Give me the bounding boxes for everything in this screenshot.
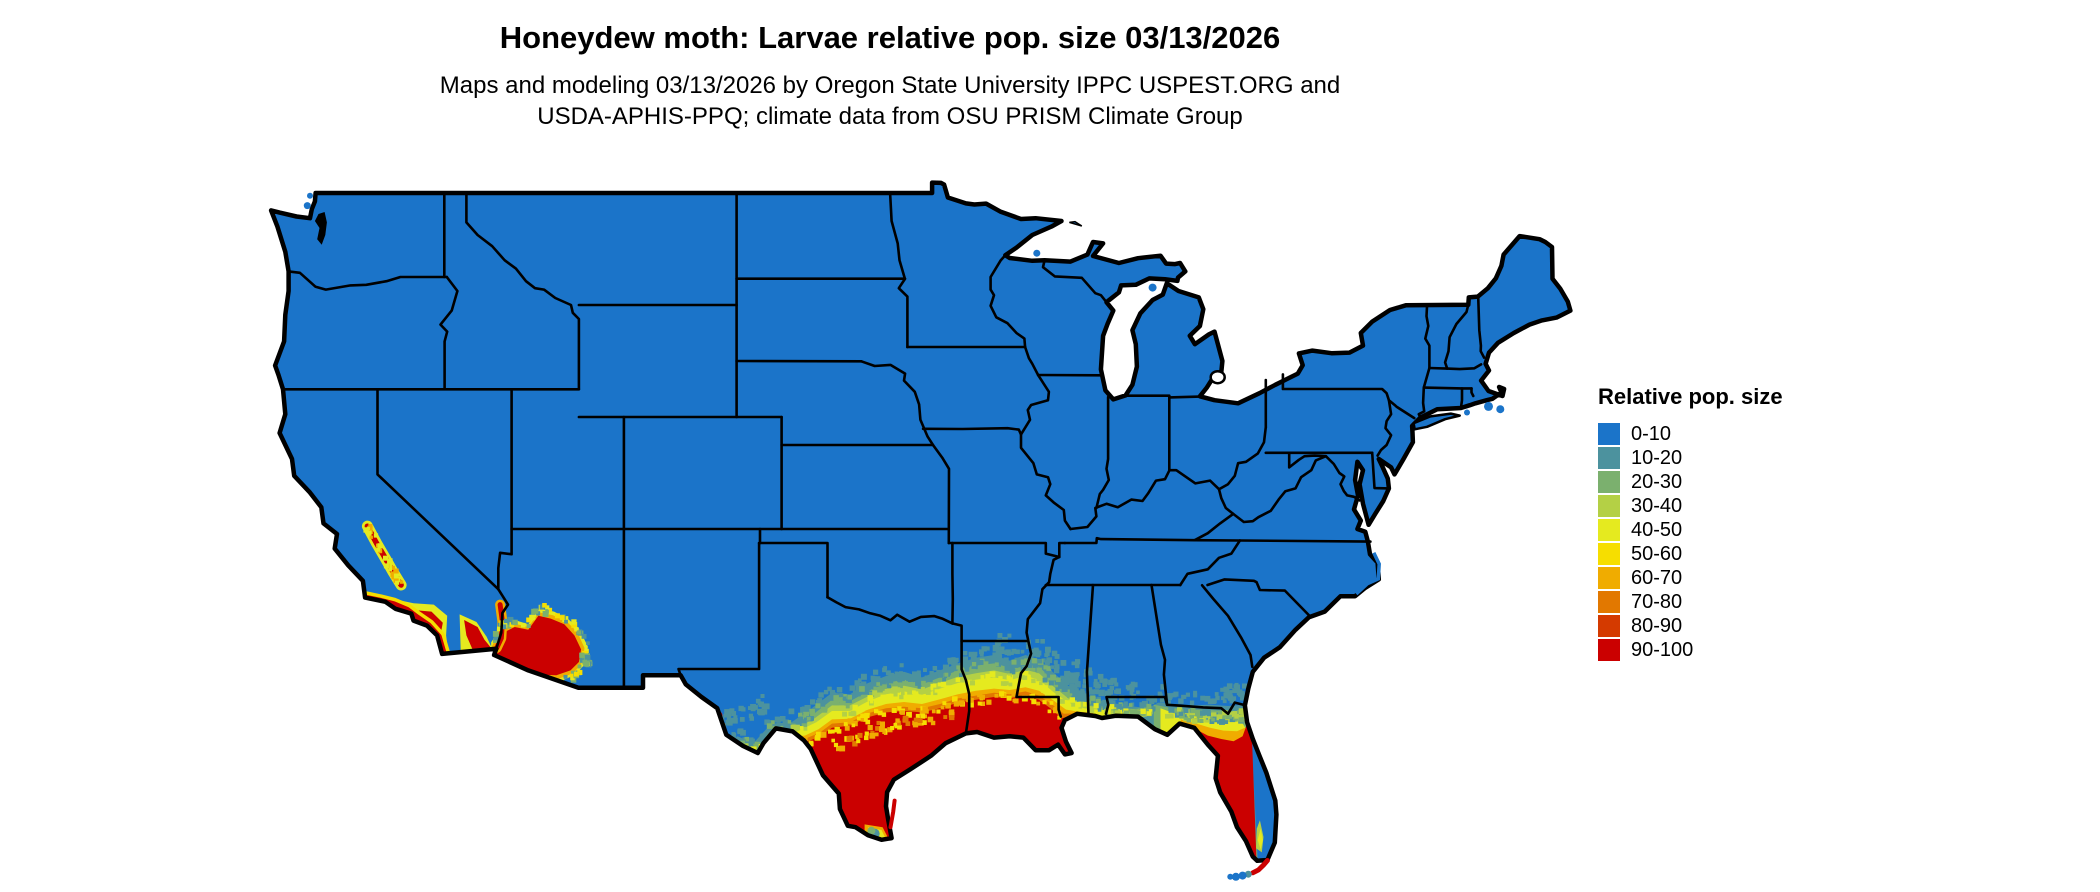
legend-label: 20-30 (1631, 470, 1683, 493)
legend-item: 70-80 (1598, 590, 1783, 614)
header: Honeydew moth: Larvae relative pop. size… (0, 0, 1780, 132)
page-subtitle: Maps and modeling 03/13/2026 by Oregon S… (0, 70, 1780, 132)
legend-swatch-40-50 (1598, 519, 1620, 541)
legend-item: 60-70 (1598, 566, 1783, 590)
legend: Relative pop. size 0-10 10-20 20-30 30-40 40… (1598, 384, 1783, 662)
legend-swatch-20-30 (1598, 471, 1620, 493)
state-borders (281, 191, 1486, 735)
legend-items: 0-10 10-20 20-30 30-40 40-50 50-60 60-70 70-80 8… (1598, 422, 1783, 662)
subtitle-line-1: Maps and modeling 03/13/2026 by Oregon S… (439, 72, 1341, 99)
legend-label: 40-50 (1631, 518, 1683, 541)
legend-swatch-60-70 (1598, 567, 1620, 589)
legend-item: 20-30 (1598, 470, 1783, 494)
islands (303, 192, 1505, 881)
legend-label: 50-60 (1631, 542, 1683, 565)
legend-swatch-30-40 (1598, 495, 1620, 517)
legend-label: 90-100 (1631, 638, 1694, 661)
legend-title: Relative pop. size (1598, 384, 1783, 409)
legend-label: 30-40 (1631, 494, 1683, 517)
legend-swatch-70-80 (1598, 591, 1620, 613)
page-title: Honeydew moth: Larvae relative pop. size… (499, 20, 1281, 55)
legend-label: 10-20 (1631, 446, 1683, 469)
legend-swatch-80-90 (1598, 615, 1620, 637)
legend-item: 30-40 (1598, 494, 1783, 518)
legend-swatch-50-60 (1598, 543, 1620, 565)
legend-swatch-10-20 (1598, 447, 1620, 469)
legend-item: 90-100 (1598, 638, 1783, 662)
legend-label: 0-10 (1631, 422, 1672, 445)
conus-outline (268, 180, 1573, 864)
legend-item: 0-10 (1598, 422, 1783, 446)
legend-swatch-0-10 (1598, 423, 1620, 445)
legend-swatch-90-100 (1598, 639, 1620, 661)
legend-label: 60-70 (1631, 566, 1683, 589)
subtitle-line-2: USDA-APHIS-PPQ; climate data from OSU PR… (537, 103, 1243, 130)
legend-item: 80-90 (1598, 614, 1783, 638)
legend-label: 70-80 (1631, 590, 1683, 613)
legend-item: 50-60 (1598, 542, 1783, 566)
legend-item: 10-20 (1598, 446, 1783, 470)
legend-label: 80-90 (1631, 614, 1683, 637)
map-extras (314, 212, 1226, 385)
legend-item: 40-50 (1598, 518, 1783, 542)
